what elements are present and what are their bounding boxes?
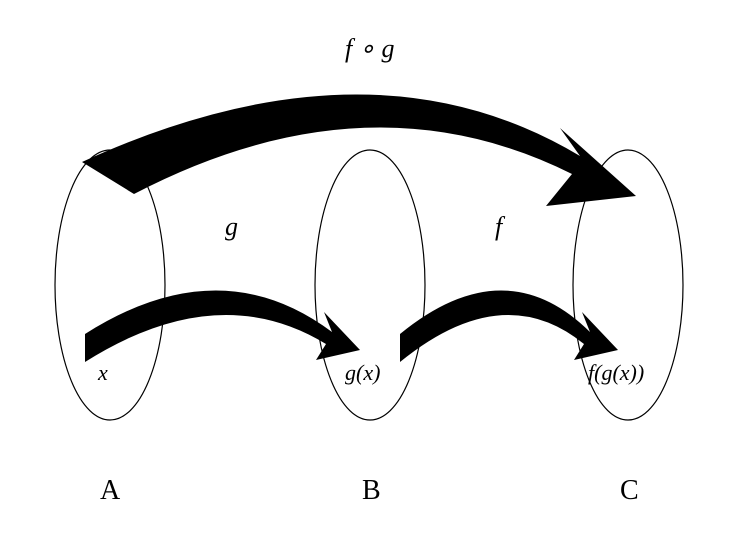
- element-x: x: [98, 360, 108, 386]
- element-gx: g(x): [345, 360, 380, 386]
- arrow-fog: [82, 94, 636, 206]
- set-label-b: B: [362, 475, 381, 507]
- label-fog: f ∘ g: [345, 34, 395, 64]
- label-g: g: [225, 212, 238, 242]
- arrow-f: [400, 290, 618, 362]
- composition-diagram: f ∘ g g f x g(x) f(g(x)) A B C: [0, 0, 740, 540]
- element-fgx: f(g(x)): [588, 360, 644, 386]
- set-ellipse-a: [55, 150, 165, 420]
- diagram-svg: [0, 0, 740, 540]
- set-label-a: A: [100, 475, 120, 507]
- set-label-c: C: [620, 475, 639, 507]
- arrow-g: [85, 290, 360, 362]
- label-f: f: [495, 212, 502, 242]
